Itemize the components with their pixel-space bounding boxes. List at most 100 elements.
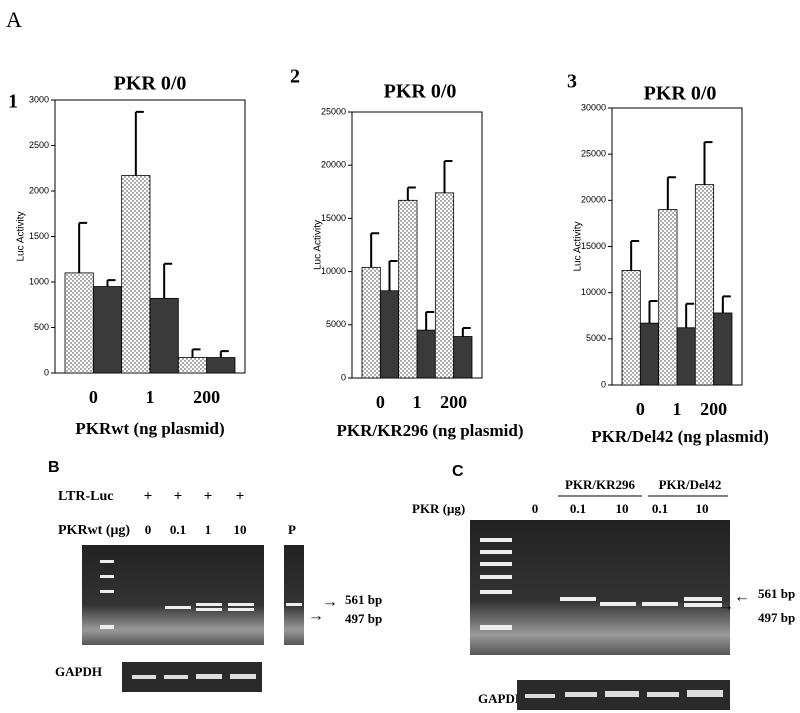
row-label: PKRwt (μg) (58, 523, 130, 538)
panel-number: 2 (290, 66, 300, 88)
y-tick-label: 1000 (29, 276, 49, 286)
y-tick-label: 2500 (29, 140, 49, 150)
error-bar (406, 186, 416, 201)
error-bar (219, 350, 229, 358)
y-tick-label: 20000 (321, 160, 346, 170)
panel-label: B (48, 459, 60, 476)
y-axis-label: Luc Activity (573, 221, 584, 271)
band-label: 497 bp (345, 611, 382, 626)
y-tick-label: 25000 (321, 106, 346, 116)
lane-label: 10 (234, 522, 247, 537)
y-tick-label: 0 (44, 367, 49, 377)
bar (639, 322, 660, 386)
chart-title: PKR 0/0 (384, 81, 457, 103)
row-label: LTR-Luc (58, 489, 114, 504)
group-label: PKR/Del42 (659, 477, 722, 492)
lane-label: 10 (696, 501, 709, 516)
error-bar (721, 295, 731, 313)
lane-label: 0.1 (570, 501, 586, 516)
gel-bands (100, 560, 302, 629)
x-axis-label: PKRwt (ng plasmid) (75, 419, 224, 438)
x-tick-label: 200 (700, 399, 727, 419)
arrow: → (308, 608, 324, 625)
bar (713, 312, 733, 386)
y-tick-label: 3000 (29, 94, 49, 104)
x-axis-label: PKR/KR296 (ng plasmid) (336, 421, 523, 440)
y-tick-label: 20000 (581, 195, 606, 205)
bar (149, 297, 179, 374)
lane-label: P (288, 522, 296, 537)
y-axis-label: Luc Activity (16, 211, 27, 261)
figure-label: A (6, 7, 22, 32)
panel-c: C PKR/KR296 PKR/Del42 PKR (μg) 0 0.1 10 … (412, 463, 795, 710)
bar (177, 357, 208, 374)
chart-title: PKR 0/0 (644, 83, 717, 105)
x-axis-label: PKR/Del42 (ng plasmid) (591, 427, 769, 446)
lane-label: 0.1 (170, 522, 186, 537)
x-tick-label: 1 (146, 387, 155, 407)
arrow: → (718, 598, 734, 615)
error-bar (134, 110, 144, 176)
lane-label: + (174, 488, 183, 504)
error-bar (106, 279, 116, 287)
error-bar (666, 176, 676, 210)
error-bar (685, 302, 695, 328)
group-label: PKR/KR296 (565, 477, 636, 492)
y-tick-label: 10000 (321, 266, 346, 276)
x-tick-label: 0 (376, 392, 385, 412)
band-label: 561 bp (758, 586, 795, 601)
y-tick-label: 10000 (581, 287, 606, 297)
y-tick-label: 500 (34, 322, 49, 332)
lane-label: 1 (205, 522, 212, 537)
panel-number: 1 (8, 91, 18, 113)
y-tick-label: 0 (341, 372, 346, 382)
error-bar (370, 232, 380, 268)
panel-label: C (452, 463, 464, 480)
error-bar (461, 326, 471, 337)
x-tick-label: 0 (636, 399, 645, 419)
y-tick-label: 15000 (581, 241, 606, 251)
y-tick-label: 30000 (581, 102, 606, 112)
error-bar (191, 348, 201, 358)
y-tick-label: 25000 (581, 149, 606, 159)
x-tick-label: 1 (673, 399, 682, 419)
panel-b: B LTR-Luc + + + + PKRwt (μg) 0 0.1 1 10 … (48, 459, 382, 692)
control-label: GAPDH (478, 691, 525, 706)
y-tick-label: 2000 (29, 185, 49, 195)
y-tick-label: 15000 (321, 213, 346, 223)
bar (676, 327, 696, 386)
error-bar (78, 221, 88, 273)
chart-title: PKR 0/0 (114, 73, 187, 95)
gel (284, 545, 304, 645)
lane-label: + (144, 488, 153, 504)
bar (398, 199, 418, 379)
error-bar (425, 311, 435, 331)
bar (621, 270, 641, 386)
bar (206, 357, 236, 374)
y-tick-label: 0 (601, 379, 606, 389)
lane-label: 10 (616, 501, 629, 516)
error-bar (388, 259, 398, 291)
x-tick-label: 200 (440, 392, 467, 412)
x-tick-label: 1 (413, 392, 422, 412)
gel (470, 520, 730, 655)
lane-label: 0 (145, 522, 152, 537)
band-label: 497 bp (758, 610, 795, 625)
bar (694, 184, 715, 386)
y-tick-label: 5000 (586, 333, 606, 343)
bar (64, 272, 94, 374)
arrow: ← (734, 589, 750, 606)
error-bar (703, 141, 713, 185)
row-label: PKR (μg) (412, 501, 465, 516)
y-tick-label: 1500 (29, 231, 49, 241)
error-bar (630, 239, 640, 271)
bar (434, 192, 455, 379)
error-bar (443, 159, 453, 193)
bar (361, 266, 381, 379)
lane-label: + (236, 488, 245, 504)
x-tick-label: 200 (193, 387, 220, 407)
bar (92, 286, 123, 374)
lane-label: 0 (532, 501, 539, 516)
bar (453, 336, 473, 379)
